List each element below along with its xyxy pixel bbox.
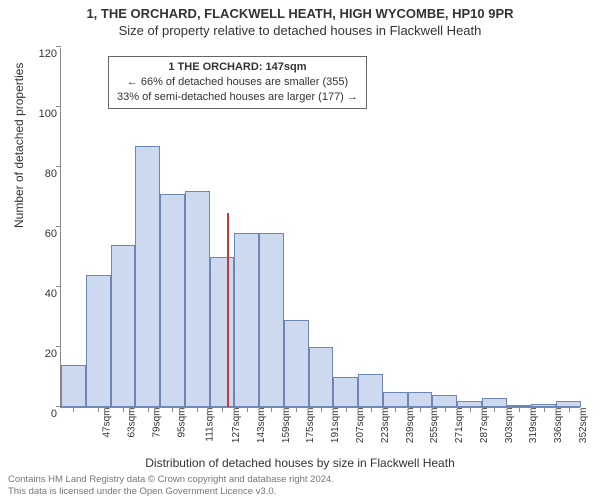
histogram-bar xyxy=(284,320,309,407)
x-tick-label: 352sqm xyxy=(578,408,589,444)
histogram-bar xyxy=(333,377,358,407)
histogram-bar xyxy=(259,233,284,407)
y-tick-label: 120 xyxy=(23,48,57,60)
x-tick-mark xyxy=(247,407,248,412)
histogram-bar xyxy=(135,146,160,407)
x-tick-label: 287sqm xyxy=(479,408,490,444)
annotation-line1: 1 THE ORCHARD: 147sqm xyxy=(168,61,306,73)
x-tick-mark xyxy=(172,407,173,412)
histogram-bar xyxy=(432,395,457,407)
histogram-bar xyxy=(408,392,433,407)
x-tick-label: 255sqm xyxy=(429,408,440,444)
histogram-bar xyxy=(482,398,507,407)
y-tick-mark xyxy=(56,166,61,167)
footer-attribution: Contains HM Land Registry data © Crown c… xyxy=(8,474,592,498)
chart-area: 02040608010012047sqm63sqm79sqm95sqm111sq… xyxy=(60,48,580,408)
x-tick-mark xyxy=(569,407,570,412)
y-tick-mark xyxy=(56,286,61,287)
x-tick-label: 207sqm xyxy=(355,408,366,444)
footer-line2: This data is licensed under the Open Gov… xyxy=(8,486,276,497)
x-tick-label: 303sqm xyxy=(504,408,515,444)
x-tick-label: 95sqm xyxy=(176,408,187,438)
x-tick-label: 111sqm xyxy=(205,408,216,442)
x-tick-mark xyxy=(271,407,272,412)
x-tick-mark xyxy=(494,407,495,412)
x-tick-label: 319sqm xyxy=(528,408,539,444)
x-tick-label: 143sqm xyxy=(256,408,267,444)
x-tick-mark xyxy=(296,407,297,412)
histogram-bar xyxy=(160,194,185,407)
chart-title-block: 1, THE ORCHARD, FLACKWELL HEATH, HIGH WY… xyxy=(0,0,600,38)
y-tick-label: 0 xyxy=(23,408,57,420)
y-tick-label: 60 xyxy=(23,228,57,240)
x-tick-mark xyxy=(222,407,223,412)
subject-marker-line xyxy=(227,213,229,407)
x-tick-label: 239sqm xyxy=(405,408,416,444)
y-tick-label: 20 xyxy=(23,348,57,360)
x-tick-mark xyxy=(420,407,421,412)
x-axis-label: Distribution of detached houses by size … xyxy=(0,456,600,470)
x-tick-mark xyxy=(148,407,149,412)
histogram-bar xyxy=(111,245,136,407)
x-tick-label: 47sqm xyxy=(102,408,113,438)
histogram-bar xyxy=(185,191,210,407)
x-tick-label: 79sqm xyxy=(151,408,162,438)
y-tick-mark xyxy=(56,226,61,227)
x-tick-label: 191sqm xyxy=(330,408,341,444)
x-tick-mark xyxy=(445,407,446,412)
y-tick-mark xyxy=(56,346,61,347)
footer-line1: Contains HM Land Registry data © Crown c… xyxy=(8,474,334,485)
histogram-bar xyxy=(309,347,334,407)
x-tick-mark xyxy=(395,407,396,412)
x-tick-mark xyxy=(371,407,372,412)
x-tick-mark xyxy=(123,407,124,412)
x-tick-label: 159sqm xyxy=(281,408,292,444)
x-tick-mark xyxy=(346,407,347,412)
x-tick-label: 271sqm xyxy=(454,408,465,444)
annotation-line3: 33% of semi-detached houses are larger (… xyxy=(117,91,358,103)
chart-title-subtitle: Size of property relative to detached ho… xyxy=(0,23,600,38)
annotation-line2: ← 66% of detached houses are smaller (35… xyxy=(127,76,348,88)
y-axis-label: Number of detached properties xyxy=(12,63,26,228)
x-tick-mark xyxy=(321,407,322,412)
x-tick-label: 63sqm xyxy=(127,408,138,438)
y-tick-label: 80 xyxy=(23,168,57,180)
histogram-bar xyxy=(383,392,408,407)
annotation-box: 1 THE ORCHARD: 147sqm ← 66% of detached … xyxy=(108,56,367,109)
y-tick-mark xyxy=(56,46,61,47)
y-tick-mark xyxy=(56,106,61,107)
x-tick-label: 223sqm xyxy=(380,408,391,444)
histogram-bar xyxy=(61,365,86,407)
x-tick-mark xyxy=(98,407,99,412)
x-tick-mark xyxy=(544,407,545,412)
x-tick-label: 127sqm xyxy=(231,408,242,444)
histogram-bar xyxy=(86,275,111,407)
histogram-bar xyxy=(358,374,383,407)
x-tick-mark xyxy=(470,407,471,412)
chart-title-address: 1, THE ORCHARD, FLACKWELL HEATH, HIGH WY… xyxy=(0,6,600,21)
histogram-bar xyxy=(210,257,235,407)
y-tick-label: 40 xyxy=(23,288,57,300)
histogram-bar xyxy=(234,233,259,407)
x-tick-mark xyxy=(73,407,74,412)
x-tick-label: 336sqm xyxy=(553,408,564,444)
y-tick-label: 100 xyxy=(23,108,57,120)
x-tick-mark xyxy=(519,407,520,412)
x-tick-label: 175sqm xyxy=(306,408,317,444)
x-tick-mark xyxy=(197,407,198,412)
